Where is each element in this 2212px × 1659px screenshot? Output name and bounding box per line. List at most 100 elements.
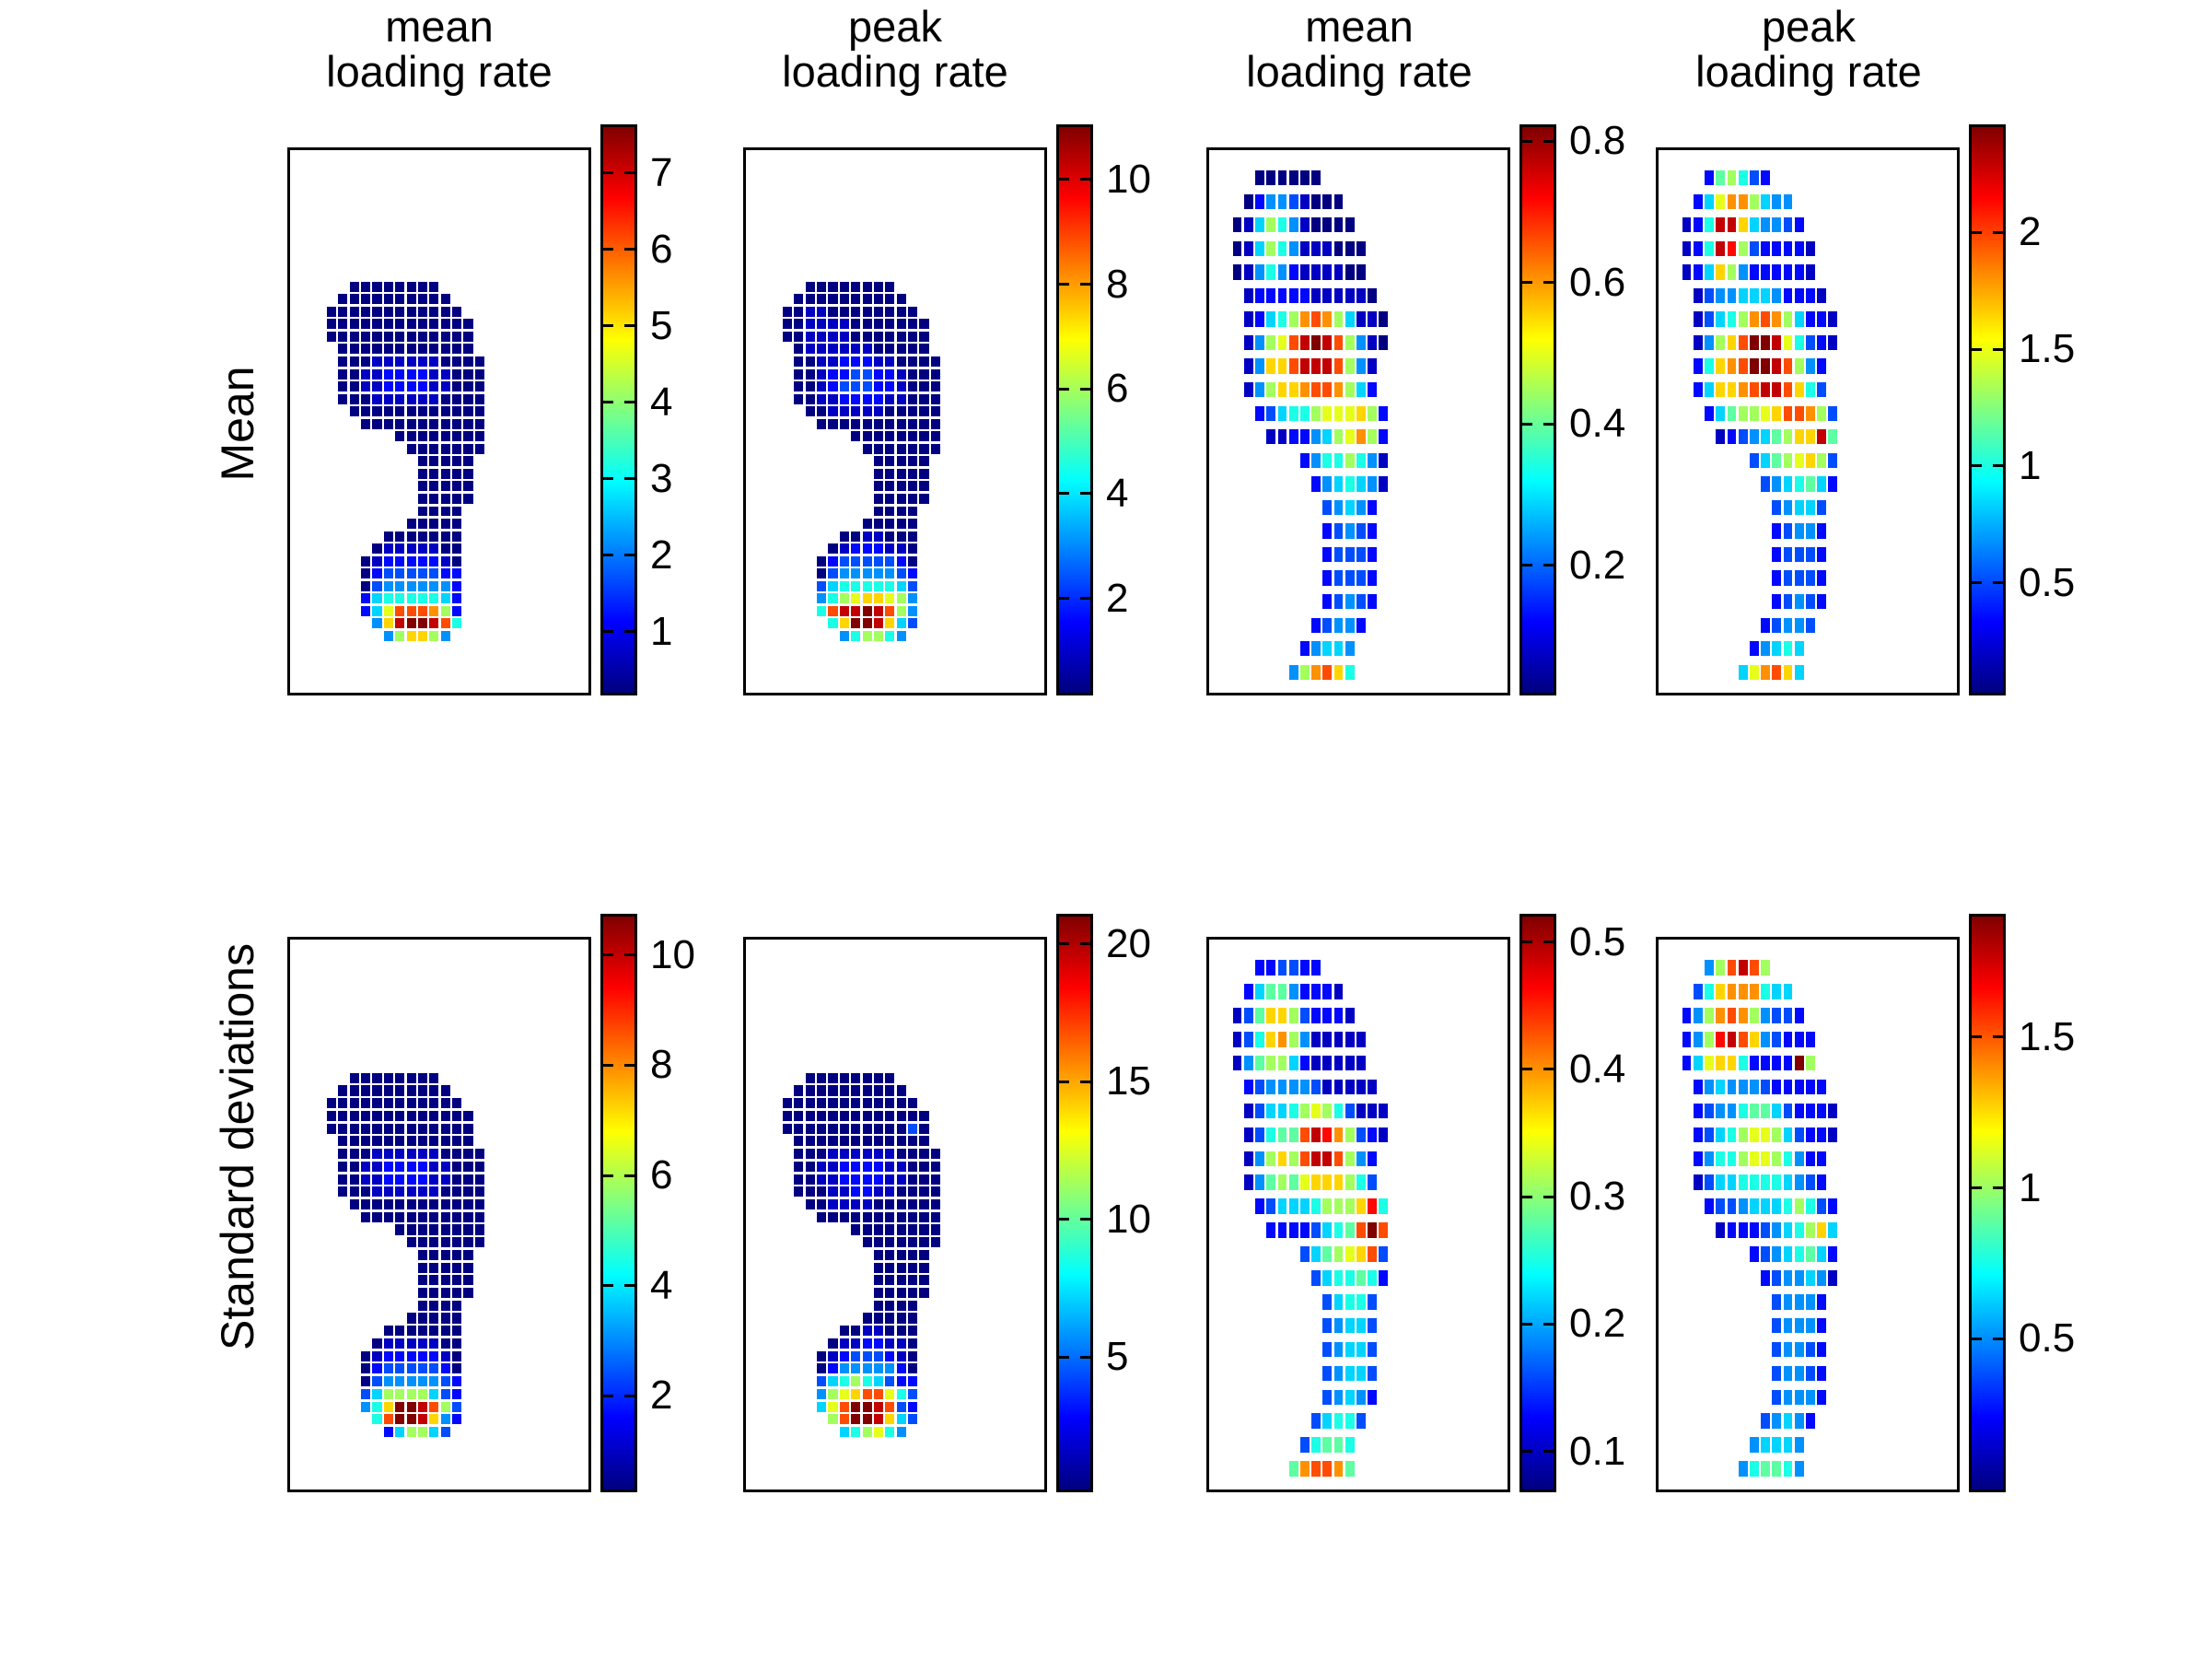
- heatmap-cell: [1783, 1437, 1793, 1453]
- heatmap-cell: [885, 531, 895, 542]
- heatmap-cell: [1738, 429, 1748, 445]
- heatmap-cell: [839, 593, 849, 604]
- colorbar-mean-peak-loading-rate: [1056, 124, 1093, 695]
- heatmap-cell: [1345, 1246, 1355, 1262]
- heatmap-cell: [1794, 240, 1804, 256]
- heatmap-cell: [1356, 405, 1366, 421]
- heatmap-cell: [452, 1326, 462, 1337]
- heatmap-cell: [1345, 1365, 1355, 1382]
- heatmap-cell: [1288, 1008, 1298, 1023]
- heatmap-cell: [862, 1110, 872, 1121]
- heatmap-cell: [851, 431, 861, 442]
- heatmap-cell: [1693, 1174, 1703, 1190]
- heatmap-cell: [1345, 1151, 1355, 1167]
- heatmap-cell: [817, 593, 827, 604]
- heatmap-cell: [1345, 1293, 1355, 1310]
- heatmap-cell: [1794, 617, 1804, 633]
- heatmap-cell: [862, 1326, 872, 1337]
- heatmap-cell: [406, 630, 416, 641]
- heatmap-cell: [1299, 1055, 1310, 1071]
- heatmap-cell: [1379, 429, 1389, 445]
- heatmap-cell: [440, 418, 450, 429]
- heatmap-cell: [1716, 1222, 1726, 1238]
- heatmap-cell: [429, 468, 439, 479]
- heatmap-cell: [1266, 169, 1276, 186]
- heatmap-cell: [361, 605, 371, 616]
- heatmap-cell: [851, 1363, 861, 1374]
- heatmap-cell: [1806, 499, 1815, 516]
- heatmap-cell: [839, 1123, 849, 1134]
- heatmap-cell: [326, 306, 337, 317]
- heatmap-cell: [839, 393, 849, 404]
- heatmap-cell: [1817, 382, 1826, 398]
- heatmap-cell: [1794, 546, 1804, 563]
- heatmap-cell: [1794, 1127, 1804, 1143]
- heatmap-cell: [1243, 1079, 1253, 1095]
- heatmap-cell: [406, 1198, 416, 1210]
- colorbar-tick-label: 0.5: [2019, 1315, 2076, 1361]
- heatmap-cell: [908, 1249, 918, 1260]
- heatmap-cell: [851, 393, 861, 404]
- heatmap-cell: [417, 319, 428, 330]
- heatmap-cell: [395, 344, 405, 355]
- heatmap-cell: [828, 1211, 838, 1222]
- heatmap-cell: [885, 555, 895, 567]
- heatmap-cell: [1333, 382, 1344, 398]
- heatmap-cell: [1761, 311, 1770, 327]
- heatmap-cell: [372, 1110, 382, 1121]
- heatmap-cell: [338, 1110, 348, 1121]
- heatmap-cell: [395, 306, 405, 317]
- heatmap-cell: [896, 1288, 906, 1299]
- heatmap-cell: [908, 1098, 918, 1109]
- heatmap-cell: [429, 1123, 439, 1134]
- heatmap-cell: [1299, 405, 1310, 421]
- heatmap-cell: [828, 294, 838, 305]
- heatmap-cell: [885, 456, 895, 467]
- heatmap-cell: [406, 381, 416, 392]
- heatmap-cell: [361, 356, 371, 367]
- heatmap-cell: [1783, 594, 1793, 610]
- colorbar-tick-mark: [1080, 597, 1090, 601]
- heatmap-cell: [794, 368, 804, 380]
- heatmap-cell: [452, 1414, 462, 1425]
- heatmap-cell: [1772, 193, 1782, 209]
- heatmap-cell: [1772, 1293, 1782, 1310]
- heatmap-cell: [361, 406, 371, 417]
- heatmap-cell: [1368, 358, 1377, 374]
- heatmap-cell: [1322, 382, 1333, 398]
- heatmap-cell: [395, 319, 405, 330]
- heatmap-cell: [1727, 429, 1737, 445]
- heatmap-cell: [1356, 311, 1366, 327]
- colorbar-tick-mark: [1993, 581, 2003, 585]
- heatmap-cell: [417, 1072, 428, 1083]
- heatmap-cell: [395, 356, 405, 367]
- heatmap-cell: [452, 1174, 462, 1185]
- colorbar-tick-mark: [1059, 178, 1069, 181]
- heatmap-cell: [1794, 1055, 1804, 1071]
- heatmap-cell: [395, 1350, 405, 1361]
- heatmap-cell: [873, 1098, 884, 1109]
- heatmap-cell: [1727, 984, 1737, 999]
- heatmap-cell: [1761, 264, 1770, 280]
- heatmap-cell: [361, 1085, 371, 1096]
- heatmap-cell: [1356, 1317, 1366, 1334]
- heatmap-cell: [395, 281, 405, 292]
- heatmap-cell: [1322, 546, 1333, 563]
- heatmap-cell: [839, 1136, 849, 1147]
- heatmap-cell: [805, 1072, 815, 1083]
- heatmap-cell: [1333, 264, 1344, 280]
- heatmap-cell: [839, 1426, 849, 1438]
- heatmap-cell: [908, 1198, 918, 1210]
- heatmap-cell: [896, 605, 906, 616]
- heatmap-cell: [383, 1326, 393, 1337]
- heatmap-cell: [794, 356, 804, 367]
- heatmap-cell: [1727, 1032, 1737, 1047]
- heatmap-cell: [452, 1136, 462, 1147]
- heatmap-cell: [1266, 1103, 1276, 1119]
- heatmap-cell: [1772, 523, 1782, 539]
- heatmap-cell: [930, 443, 940, 454]
- heatmap-cell: [885, 1098, 895, 1109]
- heatmap-cell: [930, 406, 940, 417]
- heatmap-cell: [1794, 1079, 1804, 1095]
- heatmap-cell: [1817, 476, 1826, 492]
